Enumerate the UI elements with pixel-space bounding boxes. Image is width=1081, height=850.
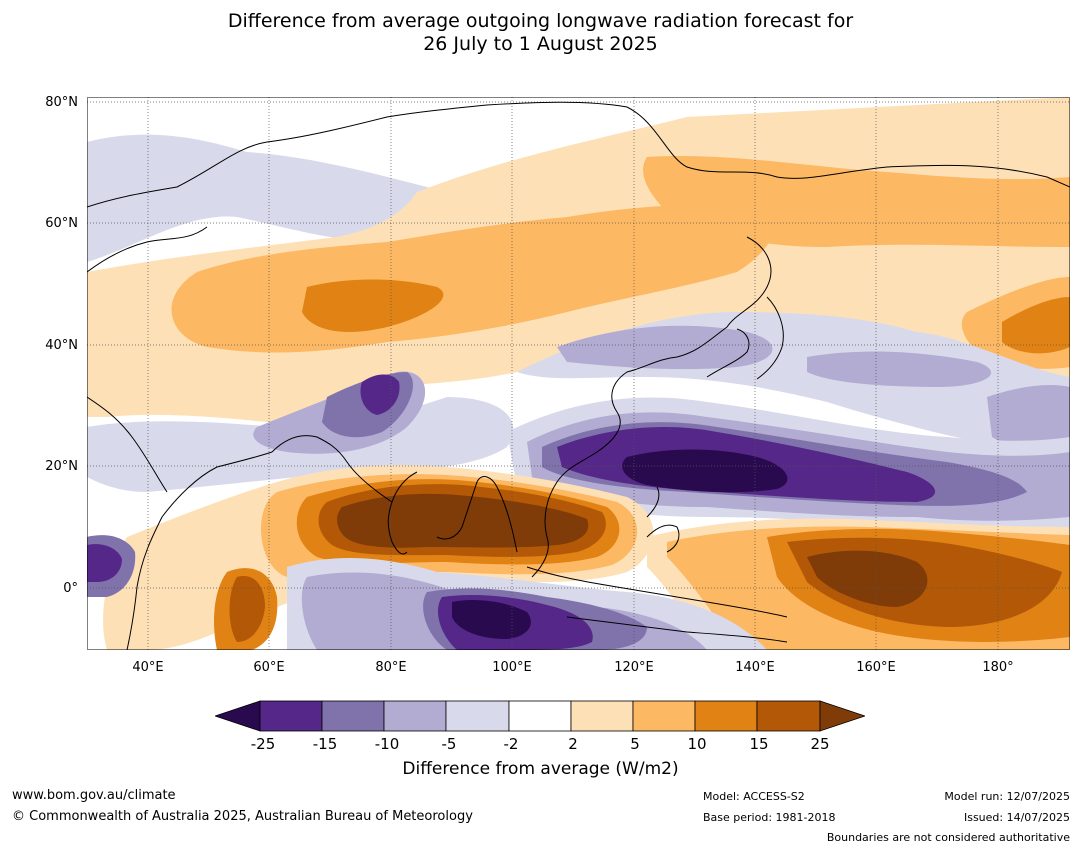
anomaly-region-pacific-mid-neg: [807, 351, 992, 387]
lon-label-180: 180°: [982, 660, 1014, 675]
colorbar-tick-label: 5: [630, 735, 640, 753]
colorbar-title: Difference from average (W/m2): [402, 759, 679, 779]
lon-label-100e: 100°E: [492, 660, 532, 675]
anomaly-region-philippine-sea-extreme-neg: [622, 449, 788, 493]
colorbar-tick-label: -10: [374, 735, 400, 753]
colorbar-bin-neg5-neg2: [445, 700, 510, 732]
lat-label-0: 0°: [63, 581, 78, 596]
colorbar-tick-label: 25: [810, 735, 830, 753]
map-title-line-2: 26 July to 1 August 2025: [423, 33, 658, 55]
anomaly-region-tibet-neg-strong: [360, 374, 400, 415]
anomaly-region-java-sea-extreme-neg: [452, 600, 531, 639]
lon-label-120e: 120°E: [614, 660, 654, 675]
map-svg: [87, 97, 1070, 650]
lon-label-40e: 40°E: [132, 660, 164, 675]
lon-label-140e: 140°E: [735, 660, 775, 675]
colorbar-tick-label: -25: [250, 735, 276, 753]
lat-label-80n: 80°N: [45, 95, 78, 110]
colorbar-bin-neg10-neg5: [383, 700, 447, 732]
lon-label-80e: 80°E: [375, 660, 407, 675]
lat-label-20n: 20°N: [45, 459, 78, 474]
colorbar-bin-2-5: [570, 700, 634, 732]
anomaly-region-equatorial-pacific-extreme-pos: [807, 550, 928, 607]
colorbar-tick-label: -2: [503, 735, 519, 753]
lat-label-40n: 40°N: [45, 338, 78, 353]
colorbar-extend-low: [215, 700, 261, 732]
colorbar-tick-label: 15: [749, 735, 769, 753]
map-frame: [87, 97, 1070, 650]
colorbar-bin-10-15: [694, 700, 758, 732]
boundaries-disclaimer: Boundaries are not considered authoritat…: [826, 831, 1070, 844]
model-name: Model: ACCESS-S2: [703, 790, 805, 803]
colorbar-bin-15-25: [756, 700, 821, 732]
anomaly-region-east-siberia-pos: [643, 155, 1070, 247]
colorbar-bin-neg15-neg10: [321, 700, 385, 732]
map-title-line-1: Difference from average outgoing longwav…: [227, 10, 854, 32]
colorbar-bin-5-10: [632, 700, 696, 732]
anomaly-region-bay-of-bengal-extreme-pos: [337, 493, 589, 548]
lon-label-60e: 60°E: [253, 660, 285, 675]
olr-anomaly-map: [87, 97, 1070, 650]
map-graticule: [87, 97, 1070, 650]
colorbar-bin-neg2-2: [508, 700, 572, 732]
lat-label-60n: 60°N: [45, 216, 78, 231]
colorbar: [215, 700, 865, 732]
colorbar-tick-label: 10: [687, 735, 707, 753]
base-period: Base period: 1981-2018: [703, 811, 836, 824]
colorbar-tick-label: -5: [441, 735, 457, 753]
anomaly-region-east-asia-neg: [557, 325, 773, 370]
anomaly-region-west-africa-neg-strong: [87, 544, 122, 582]
anomaly-region-mongolia-pos: [302, 279, 444, 332]
issued-date: Issued: 14/07/2025: [963, 811, 1070, 824]
model-run-date: Model run: 12/07/2025: [944, 790, 1070, 803]
coastlines: [87, 101, 1070, 650]
colorbar-tick-label: -15: [312, 735, 338, 753]
website-link[interactable]: www.bom.gov.au/climate: [12, 788, 176, 803]
copyright-notice: © Commonwealth of Australia 2025, Austra…: [12, 809, 473, 824]
colorbar-bin-neg25-neg15: [259, 700, 323, 732]
anomaly-region-pacific-north-pos-strong: [1002, 297, 1070, 354]
lon-label-160e: 160°E: [856, 660, 896, 675]
colorbar-tick-label: 2: [568, 735, 578, 753]
colorbar-extend-high: [819, 700, 865, 732]
anomaly-region-east-africa-pos-strong: [229, 576, 265, 642]
anomaly-region-middle-east-pos: [87, 346, 377, 424]
